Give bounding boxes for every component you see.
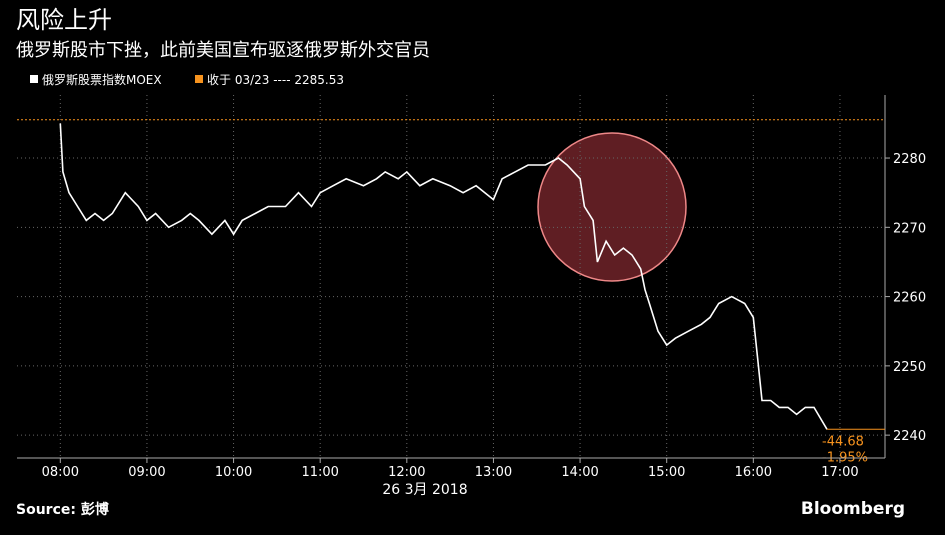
price-line (59, 123, 828, 430)
y-tick-label: 2240 (893, 429, 926, 444)
chart-title: 风险上升 (16, 6, 112, 34)
x-tick-label: 17:00 (821, 465, 858, 480)
close-label: 收于 03/23 ---- 2285.53 (207, 73, 344, 87)
x-tick-label: 08:00 (42, 465, 79, 480)
change-label: -44.68 (822, 434, 864, 449)
x-tick-label: 10:00 (215, 465, 252, 480)
highlight-circle (537, 132, 687, 282)
chart-subtitle: 俄罗斯股市下挫，此前美国宣布驱逐俄罗斯外交官员 (16, 40, 430, 61)
source: Source: 彭博 (16, 501, 109, 518)
x-axis-label: 26 3月 2018 (382, 482, 467, 498)
y-tick-label: 2280 (893, 152, 926, 167)
x-tick-label: 16:00 (735, 465, 772, 480)
x-tick-label: 09:00 (128, 465, 165, 480)
y-tick-label: 2270 (893, 221, 926, 236)
legend-swatch (30, 75, 38, 83)
x-tick-label: 14:00 (561, 465, 598, 480)
legend-label: 俄罗斯股票指数MOEX (42, 72, 162, 87)
brand: Bloomberg (801, 499, 905, 519)
x-tick-label: 15:00 (648, 465, 685, 480)
y-tick-label: 2250 (893, 360, 926, 375)
x-tick-label: 13:00 (475, 465, 512, 480)
y-tick-label: 2260 (893, 291, 926, 306)
x-tick-label: 12:00 (388, 465, 425, 480)
legend-swatch (195, 75, 203, 83)
x-tick-label: 11:00 (301, 465, 338, 480)
